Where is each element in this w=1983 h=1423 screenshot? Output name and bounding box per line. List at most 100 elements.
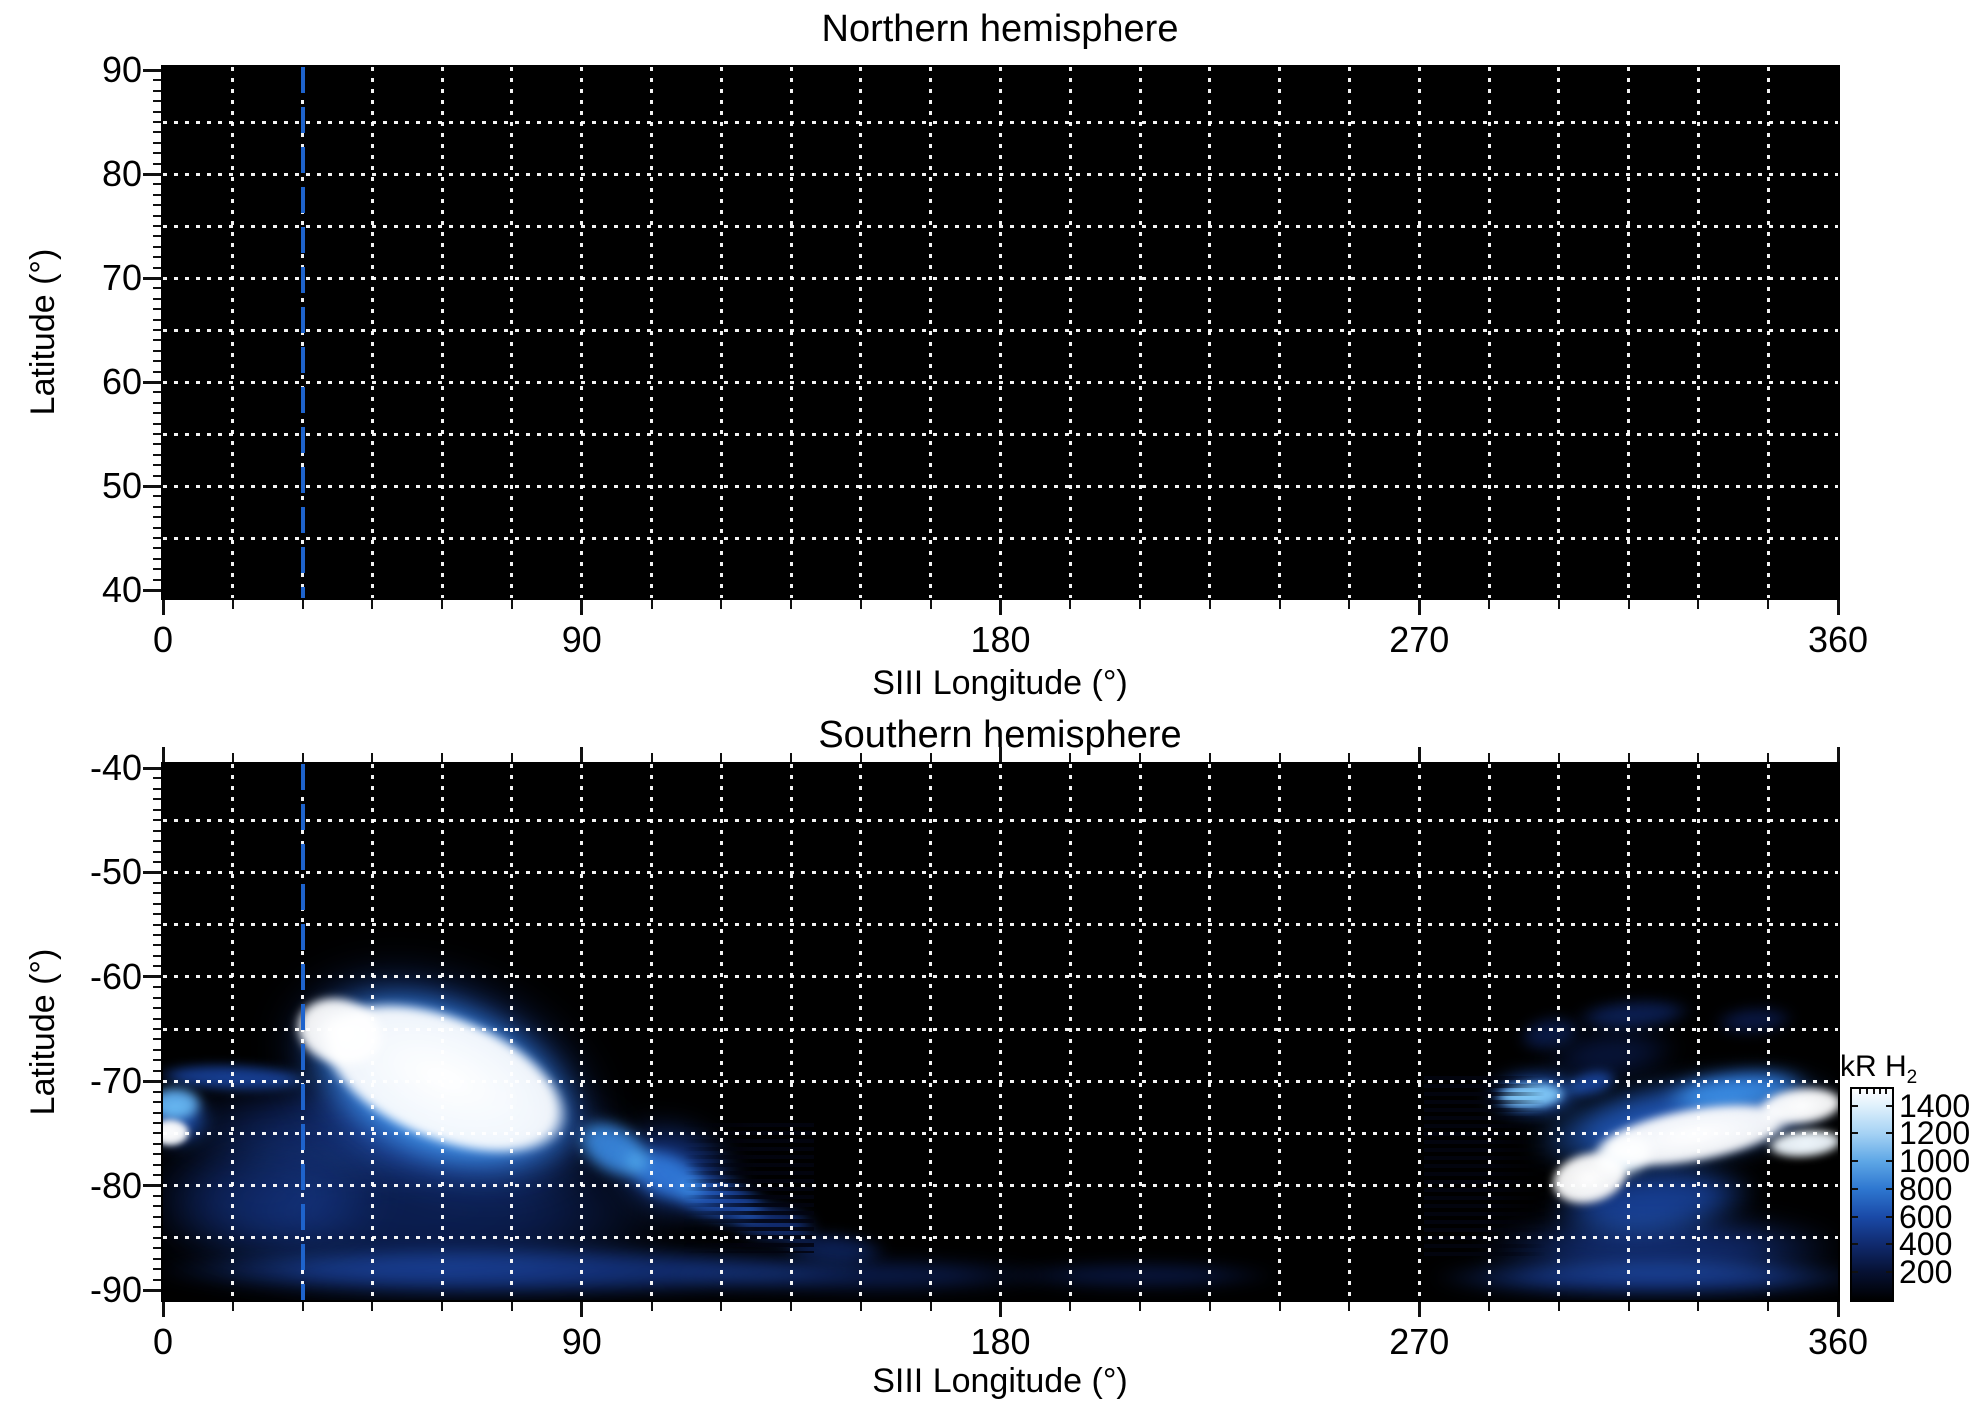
x-major-tick bbox=[1417, 1302, 1421, 1317]
x-minor-tick bbox=[1139, 753, 1142, 762]
y-minor-tick bbox=[153, 537, 161, 539]
vertical-gridline bbox=[440, 764, 444, 1300]
x-minor-tick bbox=[371, 1302, 374, 1311]
vertical-gridline bbox=[929, 67, 933, 598]
y-minor-tick bbox=[153, 777, 161, 780]
x-tick-label: 270 bbox=[1389, 619, 1450, 660]
colorbar-inner-tick-right bbox=[1886, 1160, 1892, 1163]
y-minor-tick bbox=[153, 193, 161, 196]
x-minor-tick bbox=[1278, 1302, 1281, 1311]
x-minor-tick bbox=[720, 753, 723, 762]
y-minor-tick bbox=[153, 526, 161, 529]
horizontal-gridline bbox=[163, 328, 1838, 332]
x-tick-label: 360 bbox=[1807, 1321, 1869, 1362]
x-major-tick bbox=[161, 747, 165, 762]
y-minor-tick bbox=[153, 1247, 161, 1250]
x-major-tick bbox=[161, 1302, 165, 1317]
vertical-gridline bbox=[231, 764, 235, 1300]
colorbar-gradient bbox=[1852, 1089, 1892, 1300]
y-minor-tick bbox=[153, 339, 161, 342]
y-major-tick bbox=[143, 1288, 161, 1292]
y-tick-label: -80 bbox=[89, 1164, 142, 1206]
horizontal-gridline bbox=[163, 1027, 1838, 1031]
x-minor-tick bbox=[650, 753, 653, 762]
x-tick-label: 90 bbox=[561, 619, 602, 660]
horizontal-gridline bbox=[163, 120, 1838, 124]
x-minor-tick bbox=[510, 600, 513, 609]
y-minor-tick bbox=[153, 996, 161, 999]
y-minor-tick bbox=[153, 1121, 161, 1124]
x-major-tick bbox=[999, 1302, 1002, 1317]
x-minor-tick bbox=[859, 600, 862, 609]
horizontal-gridline bbox=[163, 536, 1838, 540]
vertical-gridline bbox=[440, 67, 444, 598]
x-minor-tick bbox=[231, 753, 234, 762]
y-minor-tick bbox=[153, 568, 161, 571]
colorbar-tick-label: 800 bbox=[1899, 1170, 1953, 1207]
colorbar-top-minor-tick bbox=[1885, 1089, 1887, 1094]
x-minor-tick bbox=[441, 1302, 444, 1311]
y-minor-tick bbox=[153, 578, 161, 581]
y-minor-tick bbox=[153, 204, 161, 207]
vertical-gridline bbox=[1208, 764, 1212, 1300]
vertical-gridline bbox=[1557, 764, 1561, 1300]
colorbar-inner-tick-right bbox=[1886, 1187, 1892, 1190]
y-minor-tick bbox=[153, 860, 161, 863]
x-minor-tick bbox=[1208, 600, 1211, 609]
horizontal-gridline bbox=[163, 1236, 1838, 1240]
x-minor-tick bbox=[1767, 753, 1770, 762]
y-major-tick bbox=[143, 588, 161, 592]
vertical-gridline bbox=[1138, 67, 1142, 598]
vertical-gridline bbox=[370, 764, 374, 1300]
colorbar-ticks bbox=[1852, 1089, 1892, 1300]
y-minor-tick bbox=[153, 954, 161, 957]
y-tick-label: -40 bbox=[89, 747, 142, 788]
colorbar-inner-tick-left bbox=[1852, 1215, 1858, 1218]
vertical-gridline bbox=[1766, 67, 1770, 598]
north-refline-layer bbox=[163, 67, 1838, 598]
horizontal-gridline bbox=[163, 276, 1838, 280]
y-minor-tick bbox=[153, 1132, 161, 1135]
horizontal-gridline bbox=[163, 1079, 1838, 1083]
x-minor-tick bbox=[1208, 753, 1211, 762]
y-tick-label: -50 bbox=[89, 851, 142, 893]
vertical-gridline bbox=[1417, 764, 1421, 1300]
y-minor-tick bbox=[153, 965, 161, 968]
vertical-gridline bbox=[719, 67, 723, 598]
y-minor-tick bbox=[153, 370, 161, 373]
colorbar-top-minor-tick bbox=[1879, 1089, 1881, 1094]
x-minor-tick bbox=[1488, 1302, 1491, 1311]
horizontal-gridline bbox=[163, 380, 1838, 384]
comb-artifact-stripes bbox=[684, 1122, 815, 1254]
y-minor-tick bbox=[153, 934, 161, 937]
y-minor-tick bbox=[153, 798, 161, 801]
vertical-gridline bbox=[510, 67, 514, 598]
x-minor-tick bbox=[510, 1302, 513, 1311]
vertical-gridline bbox=[1068, 67, 1072, 598]
vertical-gridline bbox=[789, 67, 793, 598]
y-minor-tick bbox=[153, 495, 161, 498]
north-plot-area bbox=[161, 65, 1840, 600]
y-minor-tick bbox=[153, 1111, 161, 1114]
x-minor-tick bbox=[1208, 1302, 1211, 1311]
y-minor-tick bbox=[153, 256, 161, 259]
x-minor-tick bbox=[371, 753, 374, 762]
north-grid-layer bbox=[163, 67, 1838, 598]
x-minor-tick bbox=[929, 753, 932, 762]
colorbar-top-minor-tick bbox=[1859, 1089, 1861, 1094]
colorbar-tick-label: 400 bbox=[1899, 1226, 1953, 1263]
y-minor-tick bbox=[153, 902, 161, 905]
x-minor-tick bbox=[1767, 1302, 1770, 1311]
y-major-tick bbox=[143, 870, 161, 874]
y-minor-tick bbox=[153, 245, 161, 248]
vertical-gridline bbox=[929, 764, 933, 1300]
colorbar-tick-label: 1000 bbox=[1899, 1143, 1971, 1180]
horizontal-gridline bbox=[163, 1184, 1838, 1188]
x-minor-tick bbox=[1767, 600, 1770, 609]
vertical-gridline bbox=[1208, 67, 1212, 598]
colorbar-inner-tick-left bbox=[1852, 1243, 1858, 1246]
y-minor-tick bbox=[153, 1195, 161, 1198]
y-minor-tick bbox=[153, 308, 161, 311]
x-minor-tick bbox=[790, 753, 793, 762]
